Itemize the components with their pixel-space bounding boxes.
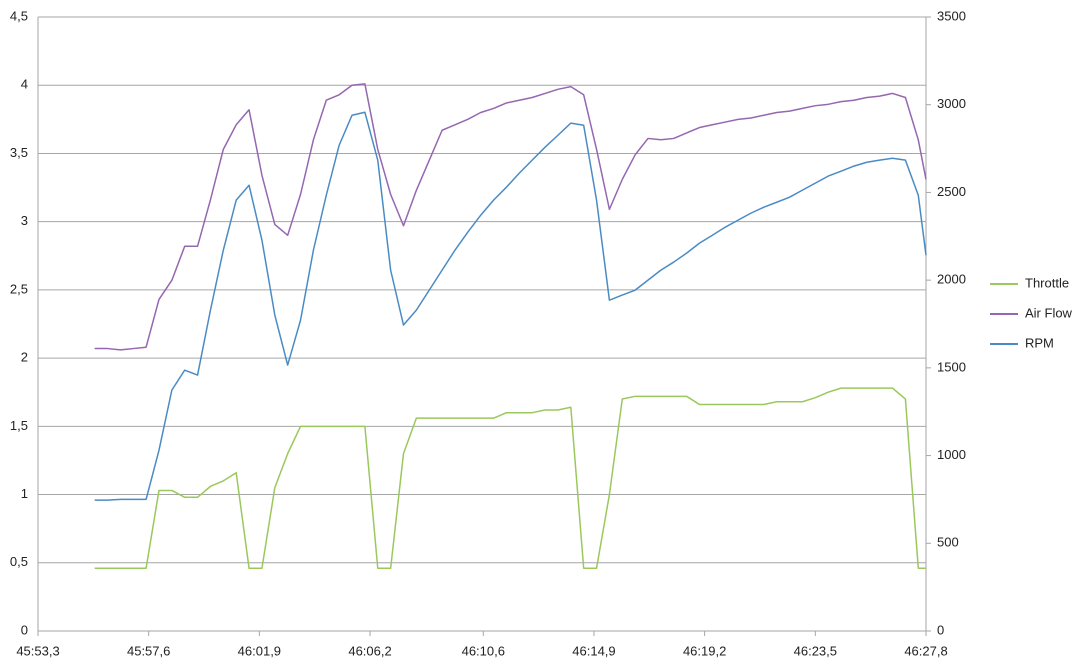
x-tick-label: 46:01,9 <box>238 643 281 658</box>
x-tick-label: 46:10,6 <box>462 643 505 658</box>
y-tick-label: 2 <box>21 350 28 365</box>
y2-tick-label: 3000 <box>937 96 966 111</box>
y-tick-label: 1,5 <box>10 418 28 433</box>
y2-tick-label: 0 <box>937 622 944 637</box>
y2-tick-label: 1500 <box>937 359 966 374</box>
legend-label: RPM <box>1025 335 1054 350</box>
legend-label: Throttle <box>1025 275 1069 290</box>
x-tick-label: 46:14,9 <box>572 643 615 658</box>
y2-tick-label: 500 <box>937 535 959 550</box>
x-tick-label: 46:19,2 <box>683 643 726 658</box>
y-tick-label: 3 <box>21 213 28 228</box>
x-tick-label: 45:53,3 <box>16 643 59 658</box>
x-tick-label: 46:23,5 <box>794 643 837 658</box>
y2-tick-label: 1000 <box>937 447 966 462</box>
series-line <box>94 83 927 351</box>
y2-tick-label: 3500 <box>937 8 966 23</box>
y-tick-label: 0 <box>21 622 28 637</box>
x-tick-label: 45:57,6 <box>127 643 170 658</box>
series-line <box>94 111 927 501</box>
y-tick-label: 3,5 <box>10 145 28 160</box>
series-line <box>94 387 926 569</box>
x-tick-label: 46:27,8 <box>904 643 947 658</box>
y-tick-label: 4 <box>21 77 28 92</box>
y2-tick-label: 2000 <box>937 272 966 287</box>
y2-tick-label: 2500 <box>937 184 966 199</box>
y-tick-label: 2,5 <box>10 281 28 296</box>
x-tick-label: 46:06,2 <box>348 643 391 658</box>
legend-label: Air Flow <box>1025 305 1073 320</box>
y-tick-label: 1 <box>21 486 28 501</box>
y-tick-label: 4,5 <box>10 8 28 23</box>
y-tick-label: 0,5 <box>10 554 28 569</box>
